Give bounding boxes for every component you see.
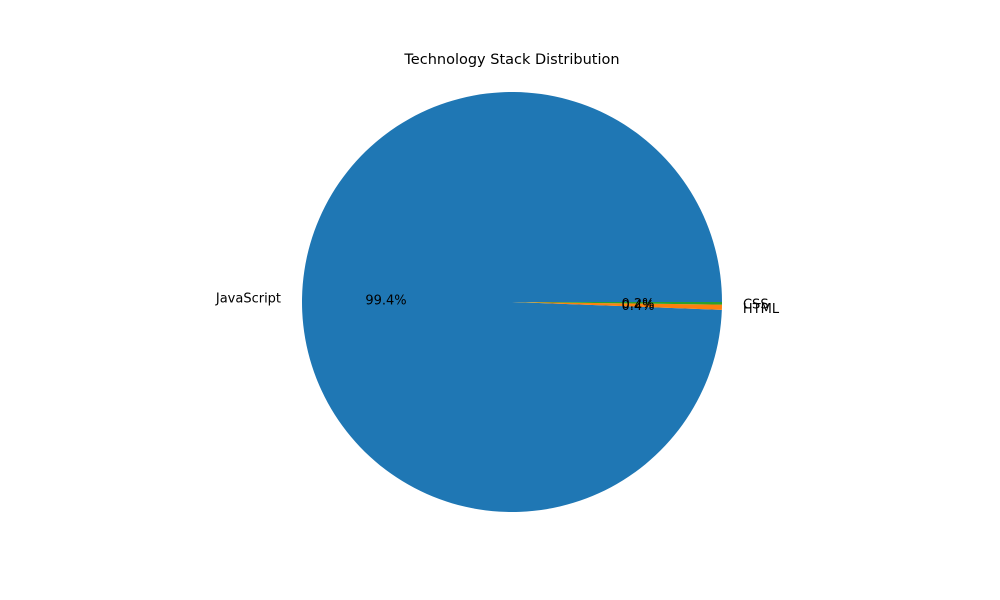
pie-slice-html	[512, 302, 722, 310]
pie-slice-javascript	[302, 92, 722, 513]
pie-slices	[302, 92, 722, 513]
percent-label-html: 0.4%	[621, 299, 654, 314]
slice-label-javascript: JavaScript	[215, 292, 281, 307]
chart-title: Technology Stack Distribution	[403, 52, 619, 68]
pie-slice-css	[512, 302, 722, 305]
slice-label-html: HTML	[743, 302, 780, 317]
percent-label-css: 0.2%	[621, 297, 654, 312]
slice-label-css: CSS	[743, 297, 769, 312]
percent-label-javascript: 99.4%	[365, 294, 406, 309]
pie-labels: JavaScript 99.4% HTML 0.4% CSS 0.2%	[215, 292, 780, 317]
